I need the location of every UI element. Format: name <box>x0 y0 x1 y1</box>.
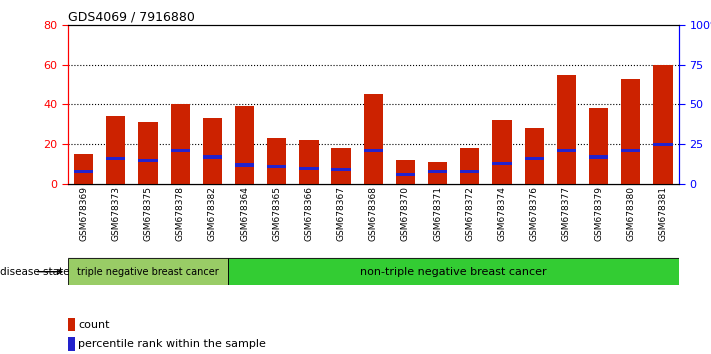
Bar <box>589 155 608 159</box>
Text: GDS4069 / 7916880: GDS4069 / 7916880 <box>68 11 194 24</box>
Bar <box>363 95 383 184</box>
Text: GSM678380: GSM678380 <box>626 186 635 241</box>
Bar <box>653 143 673 146</box>
Text: GSM678376: GSM678376 <box>530 186 539 241</box>
Bar <box>171 149 190 152</box>
Bar <box>203 155 222 159</box>
Text: GSM678374: GSM678374 <box>498 186 506 241</box>
Text: GSM678364: GSM678364 <box>240 186 249 241</box>
Bar <box>428 162 447 184</box>
Text: GSM678373: GSM678373 <box>112 186 120 241</box>
Bar <box>428 170 447 173</box>
Text: percentile rank within the sample: percentile rank within the sample <box>78 339 266 349</box>
Bar <box>525 128 544 184</box>
Text: GSM678379: GSM678379 <box>594 186 603 241</box>
Text: disease state: disease state <box>0 267 70 277</box>
Bar <box>557 75 576 184</box>
Bar <box>139 122 158 184</box>
Text: GSM678381: GSM678381 <box>658 186 668 241</box>
Bar <box>396 173 415 176</box>
Bar <box>267 138 287 184</box>
Bar <box>460 170 479 173</box>
Bar <box>228 258 679 285</box>
Bar <box>299 140 319 184</box>
Text: GSM678368: GSM678368 <box>369 186 378 241</box>
Bar <box>525 157 544 160</box>
Bar <box>171 104 190 184</box>
Bar <box>557 149 576 152</box>
Bar <box>267 165 287 168</box>
Text: GSM678372: GSM678372 <box>465 186 474 241</box>
Bar <box>139 159 158 162</box>
Bar <box>621 79 641 184</box>
Bar <box>68 318 75 331</box>
Text: GSM678367: GSM678367 <box>336 186 346 241</box>
Bar <box>331 148 351 184</box>
Text: triple negative breast cancer: triple negative breast cancer <box>77 267 219 277</box>
Text: GSM678366: GSM678366 <box>304 186 314 241</box>
Text: GSM678369: GSM678369 <box>79 186 88 241</box>
Bar <box>106 116 125 184</box>
Bar <box>235 107 255 184</box>
Bar <box>396 160 415 184</box>
Bar <box>331 168 351 171</box>
Text: GSM678365: GSM678365 <box>272 186 282 241</box>
Text: GSM678375: GSM678375 <box>144 186 152 241</box>
Bar <box>589 108 608 184</box>
Text: GSM678377: GSM678377 <box>562 186 571 241</box>
Bar <box>203 118 222 184</box>
Bar <box>235 164 255 167</box>
Text: GSM678371: GSM678371 <box>433 186 442 241</box>
Bar <box>621 149 641 152</box>
Bar <box>106 157 125 160</box>
Bar <box>74 154 93 184</box>
Bar <box>68 258 228 285</box>
Bar <box>363 149 383 152</box>
Bar <box>299 166 319 170</box>
Bar <box>74 170 93 173</box>
Bar <box>492 162 512 165</box>
Text: non-triple negative breast cancer: non-triple negative breast cancer <box>360 267 547 277</box>
Bar <box>68 337 75 351</box>
Bar <box>460 148 479 184</box>
Text: GSM678370: GSM678370 <box>401 186 410 241</box>
Bar <box>653 64 673 184</box>
Text: GSM678382: GSM678382 <box>208 186 217 241</box>
Text: count: count <box>78 320 109 330</box>
Bar <box>492 120 512 184</box>
Text: GSM678378: GSM678378 <box>176 186 185 241</box>
